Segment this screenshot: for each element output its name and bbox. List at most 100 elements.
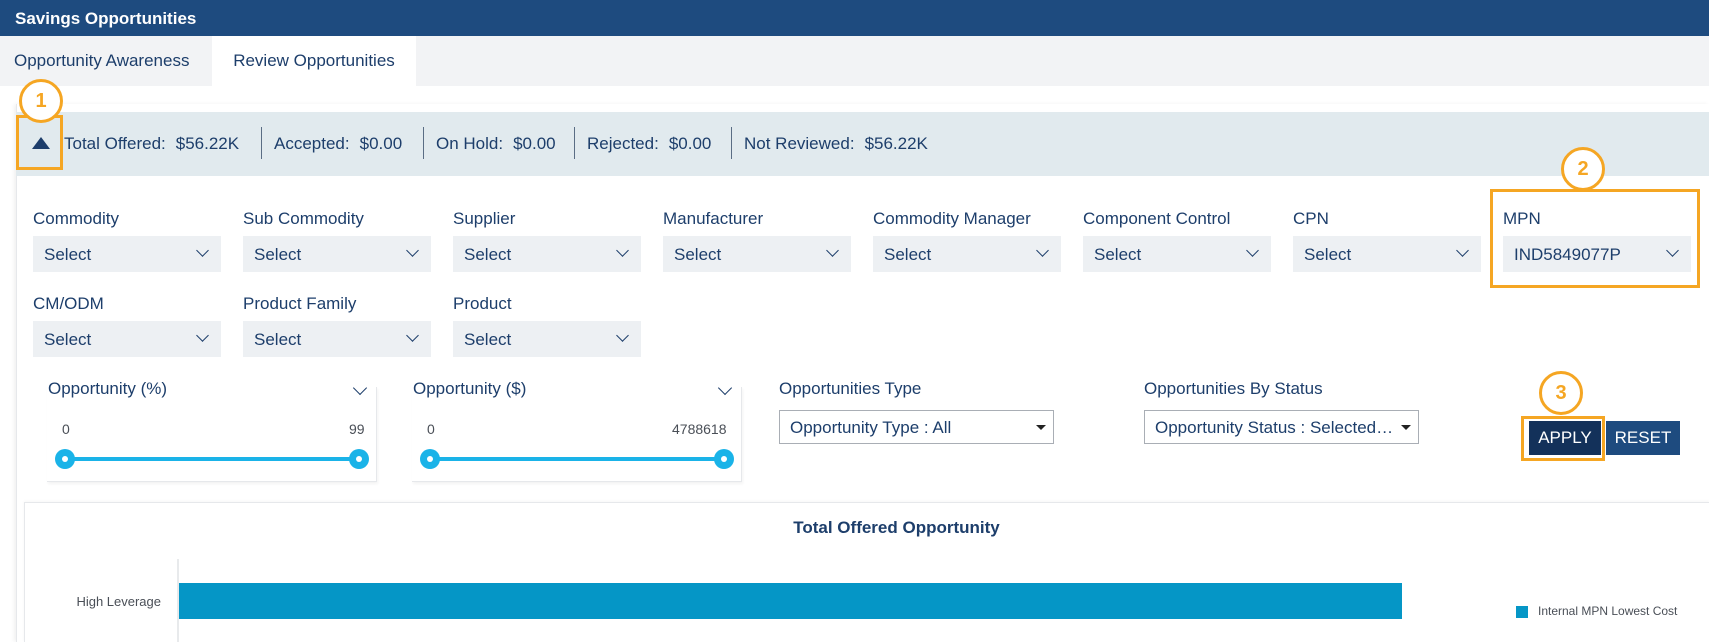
triangle-up-icon bbox=[32, 137, 50, 149]
opportunity-status-dropdown[interactable]: Opportunity Status : Selected… bbox=[1144, 410, 1419, 444]
filter-label-cpn: CPN bbox=[1293, 209, 1329, 228]
summary-value: $0.00 bbox=[359, 134, 403, 153]
commodity-manager-select[interactable]: Select bbox=[873, 236, 1061, 272]
select-value: Select bbox=[1094, 245, 1142, 264]
opportunities-type-label: Opportunities Type bbox=[779, 379, 922, 398]
filter-label-product-family: Product Family bbox=[243, 294, 357, 313]
filter-label-commodity-manager: Commodity Manager bbox=[873, 209, 1031, 228]
app-header: Savings Opportunities bbox=[0, 0, 1709, 36]
opportunity-dollar-max-handle[interactable] bbox=[714, 449, 734, 469]
mpn-select[interactable]: IND5849077P bbox=[1503, 236, 1691, 272]
divider bbox=[574, 127, 575, 159]
select-value: Select bbox=[44, 330, 92, 349]
chart-title: Total Offered Opportunity bbox=[793, 518, 1000, 537]
select-value: Select bbox=[254, 245, 302, 264]
filter-label-commodity: Commodity bbox=[33, 209, 119, 228]
summary-accepted: Accepted: $0.00 bbox=[274, 134, 402, 154]
product-select[interactable]: Select bbox=[453, 321, 641, 357]
component-control-select[interactable]: Select bbox=[1083, 236, 1271, 272]
select-value: Select bbox=[464, 245, 512, 264]
reset-button[interactable]: RESET bbox=[1606, 421, 1680, 455]
opportunity-dollar-card bbox=[412, 387, 742, 482]
opportunity-type-dropdown[interactable]: Opportunity Type : All bbox=[779, 410, 1054, 444]
chevron-down-icon bbox=[616, 329, 629, 342]
chevron-down-icon bbox=[1036, 244, 1049, 257]
caret-down-icon bbox=[1401, 425, 1411, 430]
summary-on-hold: On Hold: $0.00 bbox=[436, 134, 556, 154]
opportunity-dollar-min-handle[interactable] bbox=[420, 449, 440, 469]
opportunity-percent-max-handle[interactable] bbox=[349, 449, 369, 469]
opportunity-dollar-slider-track[interactable] bbox=[429, 457, 724, 461]
opportunity-percent-card bbox=[47, 387, 377, 482]
chevron-down-icon bbox=[406, 244, 419, 257]
filter-label-manufacturer: Manufacturer bbox=[663, 209, 764, 228]
total-offered-chart: High Leverage bbox=[76, 559, 1402, 642]
summary-value: $0.00 bbox=[668, 134, 712, 153]
filter-label-mpn: MPN bbox=[1503, 209, 1541, 228]
chevron-down-icon bbox=[1456, 244, 1469, 257]
select-value: Select bbox=[254, 330, 302, 349]
cm-odm-select[interactable]: Select bbox=[33, 321, 221, 357]
chart-category-label: High Leverage bbox=[76, 594, 161, 609]
filter-label-sub-commodity: Sub Commodity bbox=[243, 209, 364, 228]
tab-opportunity-awareness[interactable]: Opportunity Awareness bbox=[14, 51, 190, 70]
summary-value: $56.22K bbox=[175, 134, 240, 153]
slider-max-value: 4788618 bbox=[672, 421, 727, 437]
cpn-select[interactable]: Select bbox=[1293, 236, 1481, 272]
summary-value: $56.22K bbox=[864, 134, 928, 153]
select-value: Select bbox=[464, 330, 512, 349]
annotation-box bbox=[16, 115, 63, 170]
dropdown-value: Opportunity Type : All bbox=[790, 418, 952, 437]
divider bbox=[261, 127, 262, 159]
chevron-down-icon bbox=[826, 244, 839, 257]
manufacturer-select[interactable]: Select bbox=[663, 236, 851, 272]
chevron-down-icon bbox=[1246, 244, 1259, 257]
divider bbox=[731, 127, 732, 159]
select-value: IND5849077P bbox=[1514, 245, 1621, 264]
sub-commodity-select[interactable]: Select bbox=[243, 236, 431, 272]
legend-swatch bbox=[1516, 606, 1528, 618]
tab-bar: Opportunity Awareness Review Opportuniti… bbox=[0, 36, 1709, 86]
apply-button[interactable]: APPLY bbox=[1529, 421, 1601, 455]
annotation-marker: 2 bbox=[1561, 147, 1605, 191]
chevron-down-icon bbox=[406, 329, 419, 342]
summary-not-reviewed: Not Reviewed: $56.22K bbox=[744, 134, 928, 154]
summary-label: On Hold: bbox=[436, 134, 504, 153]
chevron-down-icon bbox=[196, 244, 209, 257]
product-family-select[interactable]: Select bbox=[243, 321, 431, 357]
slider-max-value: 99 bbox=[349, 421, 365, 437]
select-value: Select bbox=[1304, 245, 1352, 264]
summary-total-offered: Total Offered: $56.22K bbox=[64, 134, 239, 154]
opportunity-percent-title: Opportunity (%) bbox=[48, 379, 168, 398]
summary-label: Rejected: bbox=[587, 134, 659, 153]
supplier-select[interactable]: Select bbox=[453, 236, 641, 272]
select-value: Select bbox=[884, 245, 932, 264]
summary-label: Accepted: bbox=[274, 134, 350, 153]
divider bbox=[423, 127, 424, 159]
filter-label-product: Product bbox=[453, 294, 512, 313]
summary-value: $0.00 bbox=[513, 134, 556, 153]
annotation-marker: 1 bbox=[19, 79, 63, 123]
filter-label-cm-odm: CM/ODM bbox=[33, 294, 104, 313]
summary-rejected: Rejected: $0.00 bbox=[587, 134, 711, 154]
slider-min-value: 0 bbox=[427, 421, 435, 437]
opportunity-percent-min-handle[interactable] bbox=[55, 449, 75, 469]
filter-label-supplier: Supplier bbox=[453, 209, 516, 228]
annotation-box bbox=[1490, 189, 1700, 288]
slider-min-value: 0 bbox=[62, 421, 70, 437]
tab-review-opportunities[interactable]: Review Opportunities bbox=[212, 36, 416, 86]
select-value: Select bbox=[44, 245, 92, 264]
collapse-toggle-button[interactable] bbox=[18, 120, 62, 168]
annotation-box bbox=[1521, 416, 1605, 461]
annotation-marker: 3 bbox=[1539, 371, 1583, 415]
commodity-select[interactable]: Select bbox=[33, 236, 221, 272]
select-value: Select bbox=[674, 245, 722, 264]
opportunities-status-label: Opportunities By Status bbox=[1144, 379, 1323, 398]
chevron-down-icon bbox=[196, 329, 209, 342]
opportunity-dollar-title: Opportunity ($) bbox=[413, 379, 527, 398]
chart-bar[interactable] bbox=[179, 583, 1402, 619]
legend-label: Internal MPN Lowest Cost bbox=[1538, 604, 1678, 618]
summary-label: Total Offered: bbox=[64, 134, 166, 153]
opportunity-percent-slider-track[interactable] bbox=[64, 457, 359, 461]
summary-label: Not Reviewed: bbox=[744, 134, 855, 153]
